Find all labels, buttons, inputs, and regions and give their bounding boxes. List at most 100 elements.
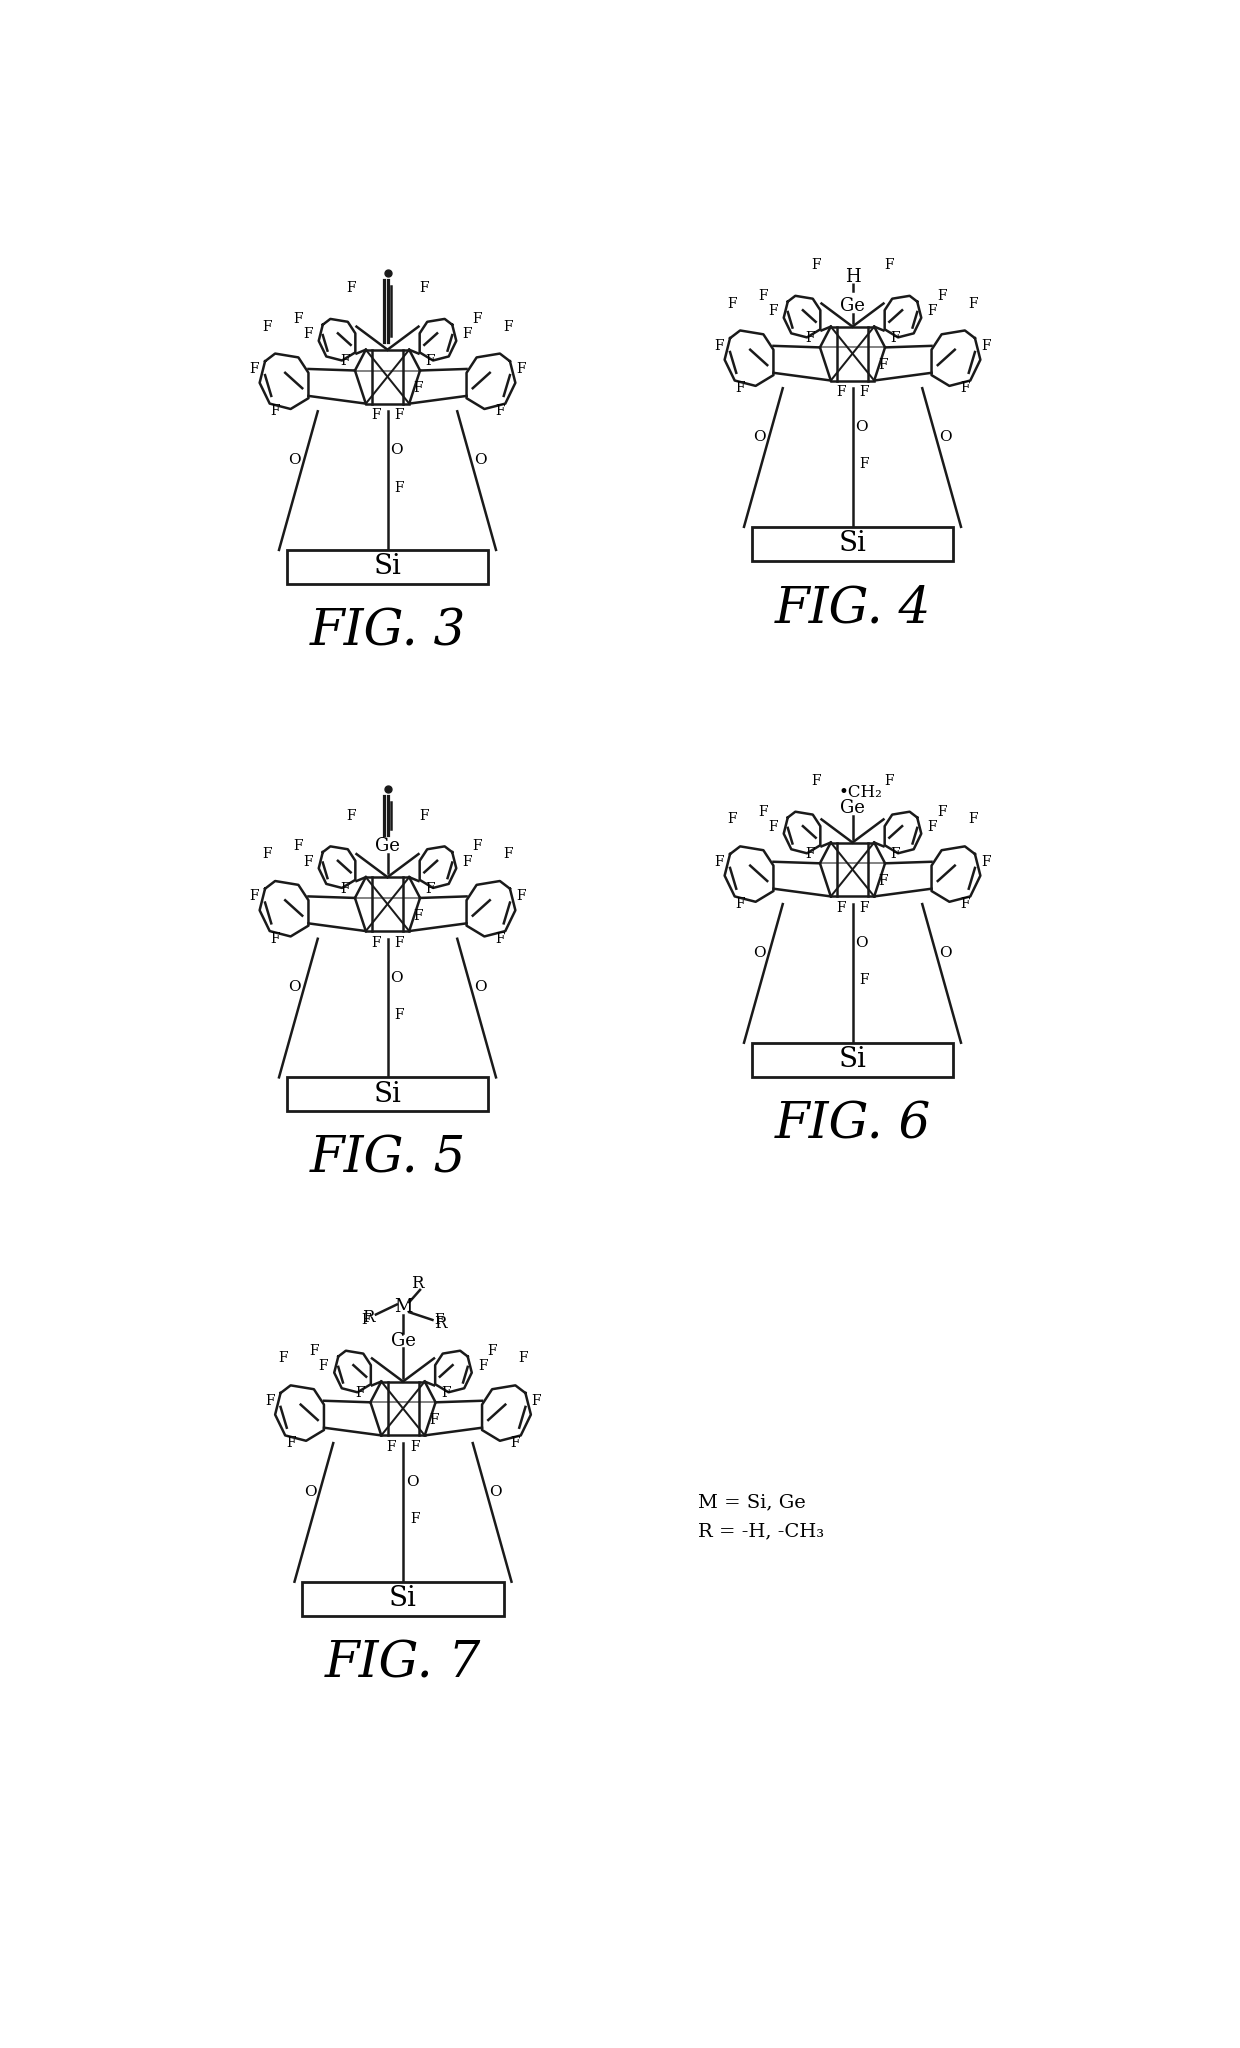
Text: F: F: [303, 328, 312, 342]
Text: Si: Si: [389, 1585, 417, 1612]
Text: F: F: [270, 403, 280, 418]
Text: F: F: [471, 840, 481, 854]
Text: F: F: [414, 909, 423, 924]
Bar: [286, 1077, 489, 1112]
Text: F: F: [936, 289, 946, 303]
Text: F: F: [429, 1413, 439, 1427]
Text: F: F: [511, 1436, 521, 1450]
Text: F: F: [759, 805, 769, 819]
Text: O: O: [304, 1485, 316, 1499]
Text: F: F: [728, 297, 738, 311]
Text: F: F: [805, 848, 815, 860]
Text: R: R: [410, 1276, 423, 1292]
Text: F: F: [270, 932, 280, 946]
Text: F: F: [309, 1343, 319, 1358]
Text: O: O: [856, 420, 868, 434]
Text: F: F: [346, 809, 356, 823]
Text: F: F: [836, 901, 846, 915]
Text: F: F: [960, 381, 970, 395]
Text: O: O: [391, 971, 403, 985]
Text: F: F: [414, 381, 423, 395]
Text: F: F: [371, 936, 381, 950]
Text: F: F: [294, 840, 304, 854]
Text: F: F: [890, 848, 900, 860]
Text: F: F: [928, 819, 937, 834]
Text: F: F: [981, 338, 991, 352]
Text: FIG. 4: FIG. 4: [774, 584, 931, 633]
Text: F: F: [960, 897, 970, 911]
Text: F: F: [346, 281, 356, 295]
Text: F: F: [278, 1352, 288, 1366]
Text: F: F: [516, 362, 526, 377]
Text: F: F: [811, 774, 821, 788]
Text: F: F: [285, 1436, 295, 1450]
Text: H: H: [844, 268, 861, 285]
Text: F: F: [502, 848, 512, 860]
Text: F: F: [477, 1360, 487, 1372]
Text: Si: Si: [373, 1081, 402, 1108]
Text: Ge: Ge: [374, 838, 401, 856]
Text: F: F: [714, 854, 724, 868]
Text: F: F: [394, 408, 404, 422]
Text: F: F: [371, 408, 381, 422]
Text: F: F: [409, 1440, 419, 1454]
Text: FIG. 3: FIG. 3: [309, 606, 466, 655]
Text: F: F: [495, 932, 505, 946]
Text: F: F: [265, 1395, 274, 1407]
Text: F: F: [859, 457, 869, 471]
Text: F: F: [440, 1386, 450, 1401]
Text: Ge: Ge: [839, 297, 866, 315]
Text: F: F: [340, 883, 350, 895]
Text: F: F: [502, 319, 512, 334]
Text: F: F: [735, 381, 745, 395]
Text: O: O: [490, 1485, 502, 1499]
Text: Si: Si: [838, 530, 867, 557]
Text: F: F: [879, 358, 888, 373]
Text: F: F: [394, 936, 404, 950]
Text: F: F: [735, 897, 745, 911]
Text: O: O: [405, 1475, 419, 1489]
Text: F: F: [928, 305, 937, 317]
Text: F: F: [263, 848, 273, 860]
Text: F: F: [487, 1343, 497, 1358]
Text: O: O: [289, 453, 301, 467]
Text: F: F: [836, 385, 846, 399]
Text: F: F: [387, 1440, 397, 1454]
Text: F: F: [340, 354, 350, 369]
Text: FIG. 5: FIG. 5: [309, 1135, 466, 1184]
Text: O: O: [289, 981, 301, 993]
Text: F: F: [859, 973, 869, 987]
Text: F: F: [409, 1511, 419, 1526]
Text: O: O: [939, 946, 951, 961]
Bar: [751, 526, 954, 561]
Text: F: F: [356, 1386, 366, 1401]
Text: F: F: [759, 289, 769, 303]
Text: F: F: [419, 809, 429, 823]
Text: F: F: [463, 328, 472, 342]
Text: R: R: [362, 1309, 374, 1327]
Text: F: F: [967, 813, 977, 827]
Bar: [303, 1581, 503, 1616]
Text: F: F: [419, 281, 429, 295]
Text: F: F: [728, 813, 738, 827]
Text: F: F: [859, 385, 869, 399]
Text: O: O: [856, 936, 868, 950]
Text: F: F: [768, 305, 777, 317]
Text: F: F: [394, 481, 404, 494]
Text: F: F: [294, 311, 304, 326]
Text: Si: Si: [838, 1047, 867, 1073]
Text: FIG. 6: FIG. 6: [774, 1100, 931, 1149]
Text: Si: Si: [373, 553, 402, 580]
Text: F: F: [805, 332, 815, 346]
Text: O: O: [474, 453, 486, 467]
Text: F: F: [859, 901, 869, 915]
Text: F: F: [936, 805, 946, 819]
Text: F: F: [981, 854, 991, 868]
Text: F: F: [249, 889, 259, 903]
Text: F: F: [425, 354, 435, 369]
Text: O: O: [391, 442, 403, 457]
Text: F: F: [532, 1395, 541, 1407]
Text: F: F: [811, 258, 821, 272]
Text: R: R: [434, 1315, 446, 1333]
Text: F: F: [394, 1008, 404, 1022]
